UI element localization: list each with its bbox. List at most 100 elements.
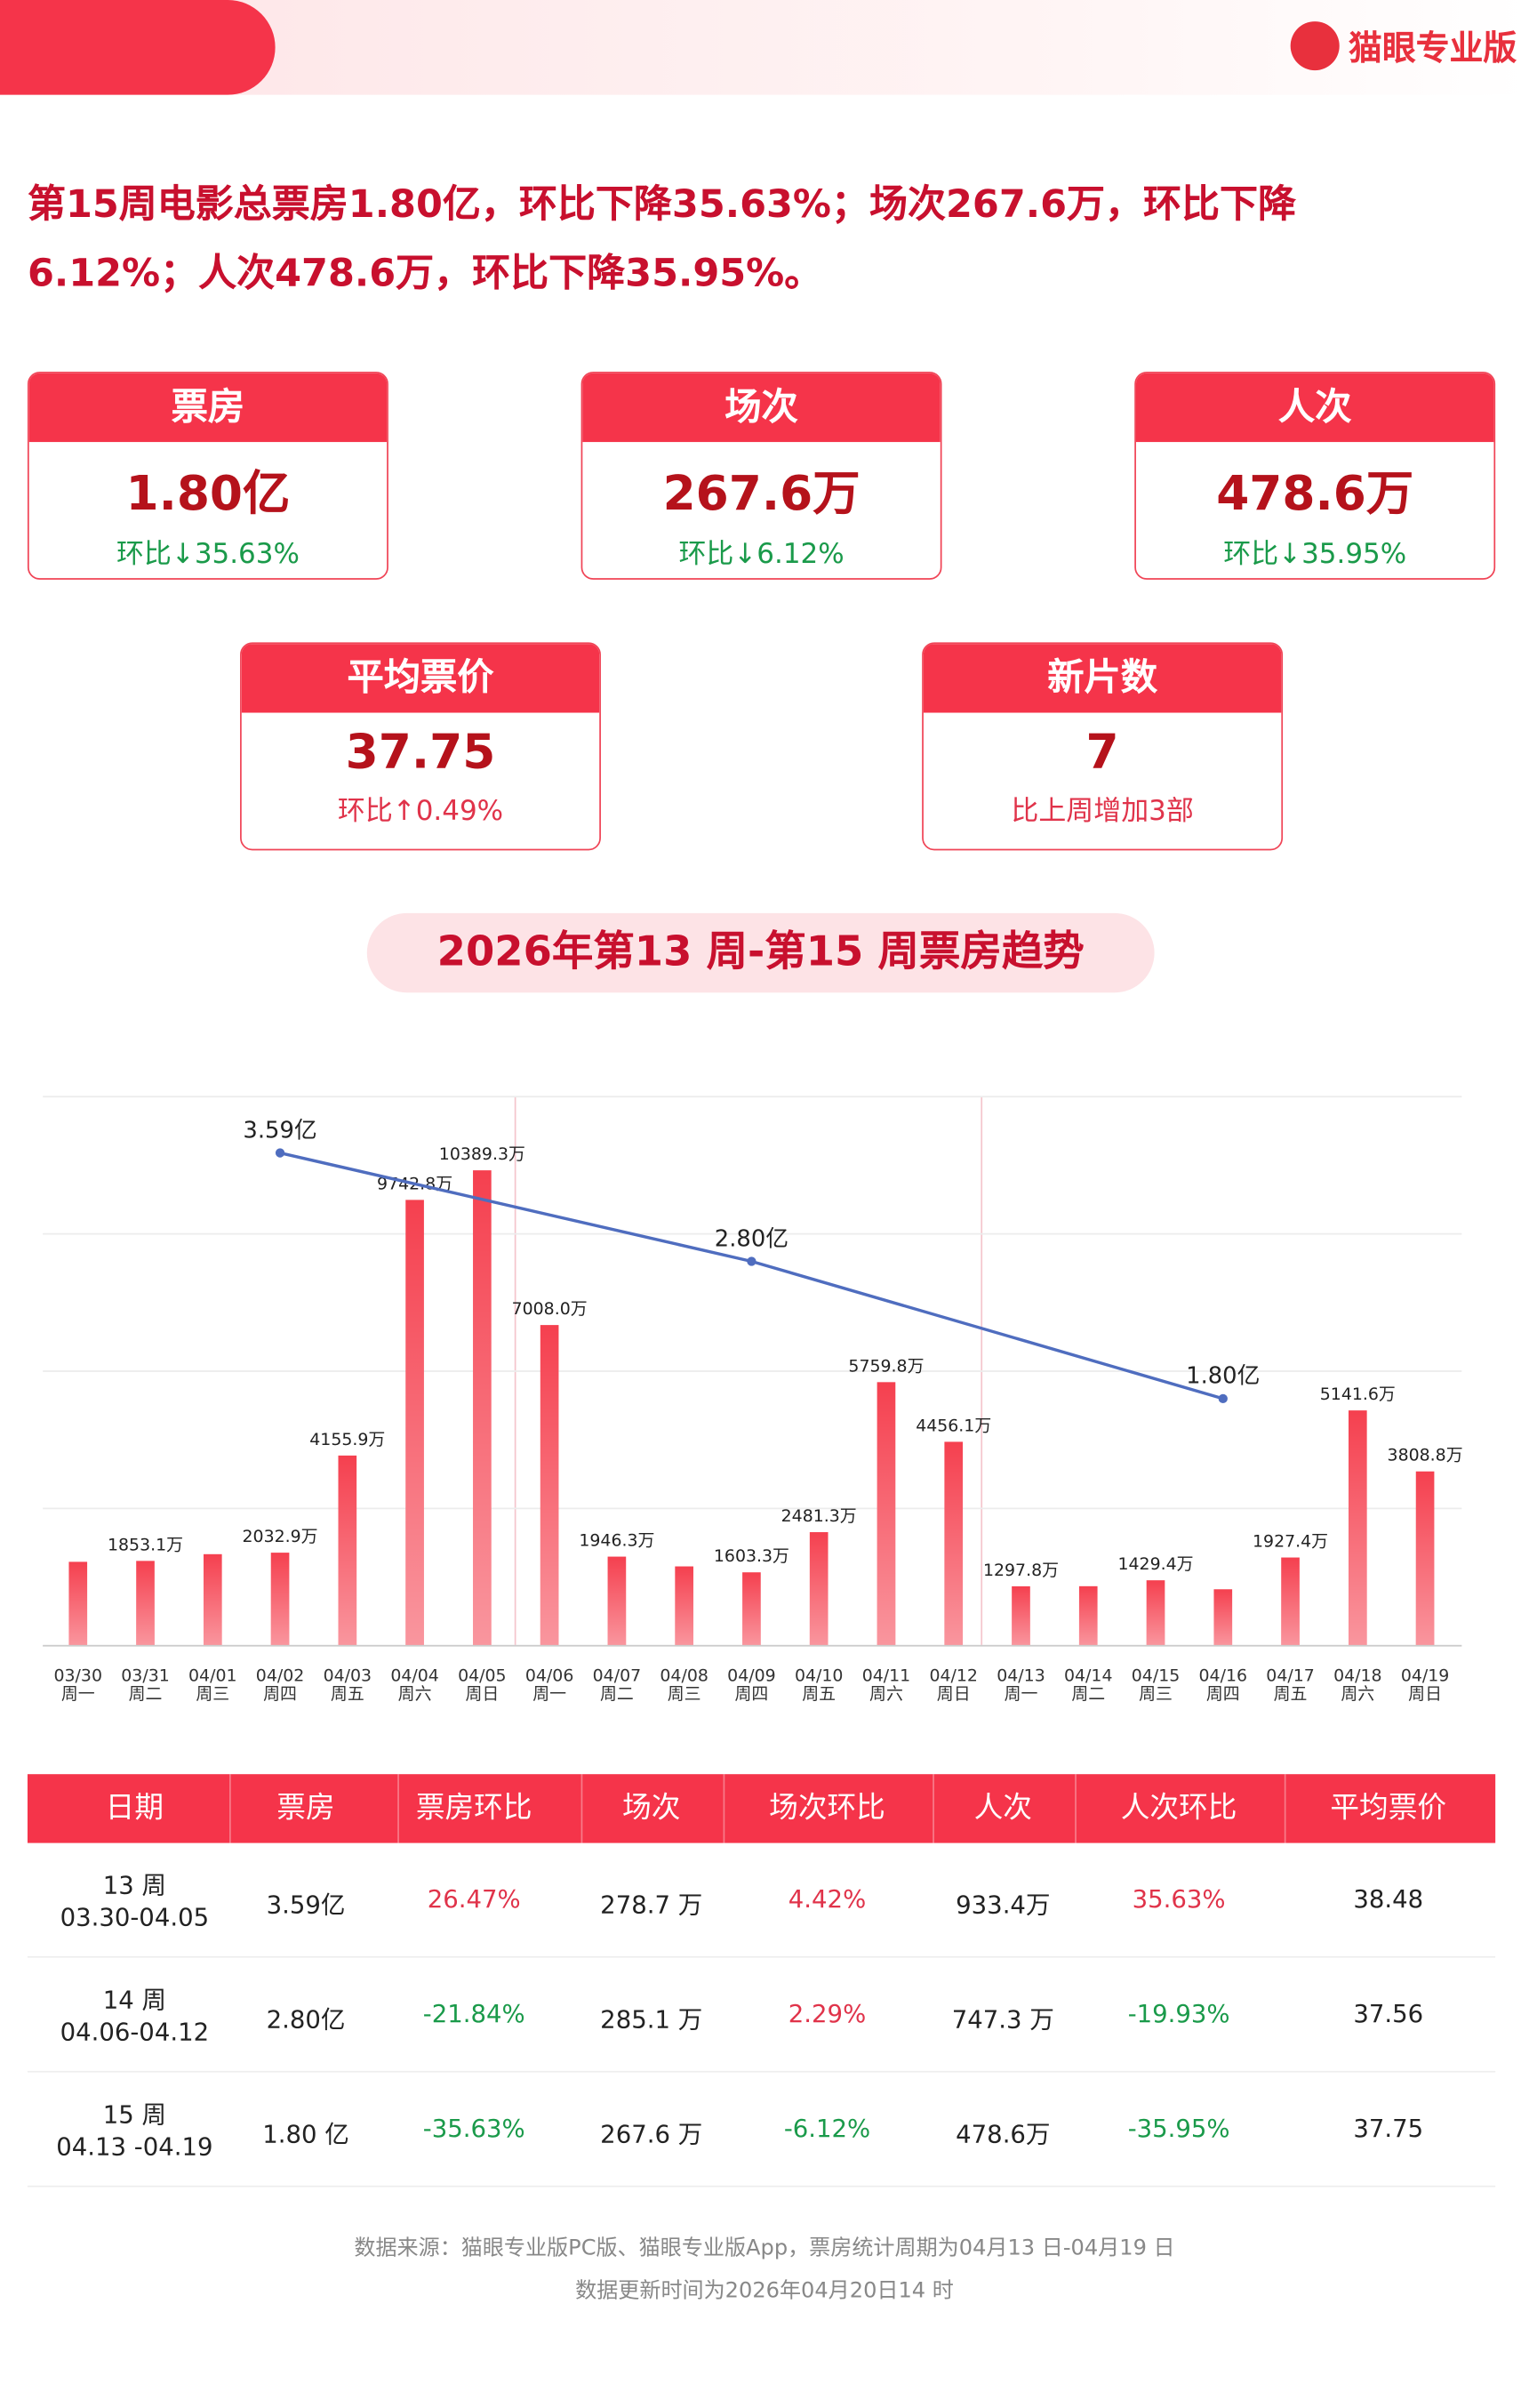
table-cell: 478.6万	[956, 2119, 1051, 2149]
x-tick-label: 04/01	[188, 1666, 237, 1685]
table-cell: -6.12%	[783, 2114, 871, 2143]
card-value: 7	[1085, 725, 1119, 781]
row-divider	[27, 2070, 1496, 2073]
table-cell: 37.75	[1353, 2114, 1424, 2143]
table-cell: -21.84%	[422, 1999, 525, 2028]
stat-card: 票房 1.80亿环比↓35.63%	[27, 371, 388, 580]
card-value: 267.6万	[662, 466, 861, 522]
x-tick-weekday: 周日	[937, 1684, 971, 1704]
bar-shade	[1415, 1471, 1435, 1646]
brand-logo	[1290, 21, 1340, 71]
x-tick-label: 04/05	[458, 1666, 506, 1685]
x-tick-weekday: 周一	[1005, 1684, 1038, 1704]
column-header: 票房	[276, 1791, 335, 1825]
bar-value-label: 1603.3万	[714, 1546, 789, 1566]
x-tick-label: 04/14	[1064, 1666, 1113, 1685]
bar-shade	[203, 1553, 222, 1646]
bar-value-label: 2032.9万	[243, 1527, 318, 1546]
column-header: 日期	[105, 1791, 164, 1825]
x-tick-label: 04/19	[1401, 1666, 1450, 1685]
x-tick-weekday: 周四	[263, 1684, 297, 1704]
x-tick-weekday: 周日	[465, 1684, 499, 1704]
line-value-label: 3.59亿	[243, 1117, 316, 1144]
x-tick-weekday: 周日	[1408, 1684, 1442, 1704]
date-cell: 03.30-04.05	[60, 1902, 210, 1932]
column-header: 场次环比	[769, 1791, 885, 1825]
x-tick-weekday: 周三	[196, 1684, 229, 1704]
table-cell: 4.42%	[788, 1884, 867, 1914]
bar-shade	[338, 1455, 357, 1646]
bar-value-label: 3808.8万	[1388, 1446, 1463, 1465]
table-cell: -35.63%	[422, 2114, 525, 2143]
header-divider	[580, 1774, 583, 1843]
bar-value-label: 5759.8万	[848, 1356, 924, 1376]
x-tick-weekday: 周一	[532, 1684, 566, 1704]
x-tick-label: 04/18	[1333, 1666, 1382, 1685]
stat-card: 新片数 7 比上周增加3部	[922, 642, 1284, 851]
card-change: 环比↓35.63%	[116, 538, 300, 571]
card-change: 环比↑0.49%	[337, 795, 504, 828]
x-tick-label: 04/06	[525, 1666, 574, 1685]
x-tick-label: 04/09	[727, 1666, 775, 1685]
summary-line: 第15周电影总票房1.80亿，环比下降35.63%；场次267.6万，环比下降	[27, 181, 1297, 227]
footer-line: 数据更新时间为2026年04月20日14 时	[575, 2278, 954, 2304]
top-pill	[0, 0, 276, 95]
x-tick-weekday: 周二	[1071, 1684, 1105, 1704]
chart: 1853.1万 2032.9万4155.9万9742.8万10389.3万7008…	[43, 1096, 1463, 1704]
x-tick-label: 04/12	[929, 1666, 977, 1685]
x-tick-weekday: 周五	[1274, 1684, 1308, 1704]
x-tick-label: 03/31	[121, 1666, 170, 1685]
x-tick-label: 04/03	[324, 1666, 372, 1685]
stat-card: 人次 478.6万 环比↓35.95%	[1134, 371, 1496, 580]
x-tick-weekday: 周一	[61, 1684, 95, 1704]
table-header	[27, 1774, 1496, 1843]
card-label: 人次	[1135, 373, 1494, 443]
table-cell: 37.56	[1353, 1999, 1424, 2028]
x-tick-label: 04/16	[1199, 1666, 1248, 1685]
line-value-label: 2.80亿	[715, 1225, 789, 1252]
bar-value-label: 1429.4万	[1117, 1554, 1193, 1574]
x-tick-weekday: 周二	[600, 1684, 634, 1704]
column-header: 人次环比	[1120, 1791, 1237, 1825]
bar-shade	[405, 1200, 424, 1646]
x-tick-label: 04/10	[795, 1666, 844, 1685]
header-divider	[1075, 1774, 1077, 1843]
x-tick-weekday: 周五	[802, 1684, 836, 1704]
table-cell: 747.3 万	[951, 2004, 1054, 2035]
date-cell: 04.06-04.12	[60, 2017, 210, 2047]
bar-value-label: 4456.1万	[916, 1416, 991, 1435]
bar-shade	[136, 1561, 155, 1646]
bar-shade	[473, 1170, 492, 1646]
bar-value-label: 1927.4万	[1253, 1532, 1328, 1552]
line-point	[275, 1148, 285, 1158]
x-tick-weekday: 周二	[129, 1684, 163, 1704]
x-tick-weekday: 周五	[331, 1684, 364, 1704]
bar-shade	[1281, 1557, 1300, 1646]
bar-shade	[1348, 1410, 1367, 1646]
table-cell: 38.48	[1353, 1884, 1424, 1914]
x-tick-label: 04/13	[997, 1666, 1045, 1685]
table-cell: -19.93%	[1127, 1999, 1230, 2028]
bar-shade	[1146, 1580, 1165, 1646]
table-cell: 933.4万	[956, 1890, 1051, 1920]
table-cell: 35.63%	[1132, 1884, 1226, 1914]
chart-title: 2026年第13 周-第15 周票房趋势	[366, 912, 1155, 993]
table-cell: 1.80 亿	[262, 2119, 349, 2149]
bar-value-label: 1946.3万	[579, 1531, 654, 1551]
column-header: 平均票价	[1330, 1791, 1447, 1825]
bar-shade	[742, 1572, 761, 1646]
card-value: 1.80亿	[125, 466, 291, 522]
line-point	[1218, 1393, 1228, 1404]
x-tick-label: 04/07	[593, 1666, 642, 1685]
x-tick-label: 04/11	[862, 1666, 911, 1685]
line-value-label: 1.80亿	[1186, 1363, 1260, 1390]
column-header: 人次	[973, 1791, 1032, 1825]
row-divider	[27, 1955, 1496, 1958]
date-cell: 04.13 -04.19	[56, 2131, 213, 2162]
column-header: 票房环比	[415, 1791, 532, 1825]
card-label: 票房	[28, 373, 388, 443]
stat-card: 场次 267.6万 环比↓6.12%	[580, 371, 942, 580]
x-tick-weekday: 周六	[398, 1684, 432, 1704]
